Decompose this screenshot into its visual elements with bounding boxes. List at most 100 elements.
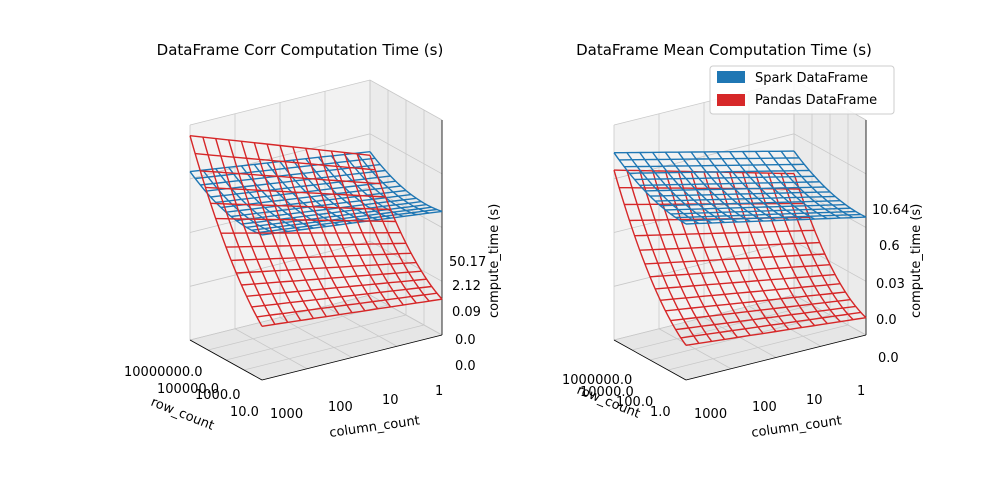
corr-subplot: DataFrame Corr Computation Time (s) 1000… bbox=[124, 41, 502, 441]
corr-chart-title: DataFrame Corr Computation Time (s) bbox=[157, 41, 444, 59]
corr-z-axis-label: compute_time (s) bbox=[487, 204, 502, 318]
grid-line-floor-v bbox=[324, 305, 398, 347]
spark-wire-col bbox=[780, 150, 854, 219]
spark-wire-col bbox=[266, 162, 340, 226]
mean-subplot: DataFrame Mean Computation Time (s) 1000… bbox=[562, 41, 924, 441]
spark-surface bbox=[613, 150, 867, 225]
corr-z-tick-5: 0.0 bbox=[455, 359, 476, 374]
mean-chart-title: DataFrame Mean Computation Time (s) bbox=[576, 41, 872, 59]
legend: Spark DataFrame Pandas DataFrame bbox=[709, 65, 895, 115]
legend-label-spark: Spark DataFrame bbox=[755, 71, 868, 86]
mean-x-tick-3: 100.0 bbox=[616, 395, 653, 410]
spark-wire-col bbox=[677, 151, 751, 223]
pandas-wire-col bbox=[227, 139, 302, 321]
grid-line-floor-v bbox=[279, 317, 353, 358]
pandas-wire-col bbox=[202, 136, 276, 325]
corr-x-tick-4: 10.0 bbox=[230, 405, 259, 420]
mean-axis-ticks: 1000000.0 10000.0 100.0 1.0 1000 100 10 … bbox=[562, 203, 909, 422]
pandas-wire-col bbox=[613, 169, 687, 346]
pandas-wire-col bbox=[729, 172, 803, 328]
pandas-wire-col bbox=[266, 143, 340, 315]
spark-wire-col bbox=[228, 166, 301, 231]
corr-z-tick-2: 2.12 bbox=[452, 279, 481, 294]
corr-y-tick-3: 10 bbox=[382, 393, 399, 408]
corr-y-tick-4: 1 bbox=[435, 384, 443, 399]
pandas-wire-col bbox=[240, 141, 314, 319]
pandas-wire-col bbox=[292, 146, 366, 312]
spark-wire-col bbox=[690, 151, 764, 222]
pandas-wire-col bbox=[253, 142, 327, 317]
legend-label-pandas: Pandas DataFrame bbox=[755, 93, 877, 108]
mean-z-tick-3: 0.03 bbox=[876, 277, 905, 292]
mean-z-axis-label: compute_time (s) bbox=[909, 204, 924, 318]
spark-wire-col bbox=[716, 151, 790, 221]
pandas-wire-col bbox=[343, 152, 417, 304]
mean-x-tick-2: 10000.0 bbox=[580, 385, 634, 400]
corr-x-tick-2: 100000.0 bbox=[157, 382, 219, 397]
spark-wire-col bbox=[613, 152, 687, 225]
corr-z-tick-3: 0.09 bbox=[452, 305, 481, 320]
y-axis-line bbox=[685, 334, 867, 381]
corr-z-tick-4: 0.0 bbox=[455, 333, 476, 348]
spark-wire-col bbox=[343, 154, 417, 216]
grid-line-floor-v bbox=[793, 294, 867, 336]
pandas-wire-col bbox=[754, 172, 828, 325]
corr-x-tick-1: 10000000.0 bbox=[124, 365, 203, 380]
spark-wire-col bbox=[356, 152, 430, 214]
mean-axis-panes bbox=[613, 79, 867, 381]
x-axis-line bbox=[613, 339, 687, 381]
spark-wire-col bbox=[639, 152, 713, 224]
mean-y-tick-2: 100 bbox=[752, 400, 777, 415]
mean-surfaces bbox=[613, 150, 867, 346]
spark-surface bbox=[189, 151, 443, 236]
pandas-wire-col bbox=[305, 148, 379, 310]
legend-box bbox=[709, 65, 895, 115]
mean-x-tick-1: 1000000.0 bbox=[562, 373, 632, 388]
corr-z-tick-1: 50.17 bbox=[449, 255, 486, 270]
pandas-wire-col bbox=[189, 135, 263, 327]
spark-wire-col bbox=[754, 150, 828, 220]
pandas-wire-col bbox=[369, 155, 443, 300]
corr-surfaces bbox=[189, 135, 443, 327]
mean-y-tick-1: 1000 bbox=[694, 407, 727, 422]
spark-wire-col bbox=[652, 151, 725, 224]
pandas-wire-col bbox=[716, 171, 790, 330]
spark-wire-col bbox=[729, 151, 803, 221]
pandas-wire-col bbox=[793, 173, 867, 319]
corr-axis-ticks: 10000000.0 100000.0 1000.0 10.0 1000 100… bbox=[124, 255, 486, 422]
grid-line-floor-v bbox=[748, 305, 822, 347]
corr-y-tick-2: 100 bbox=[328, 400, 353, 415]
grid-line-floor-u bbox=[243, 324, 425, 371]
spark-wire-col bbox=[793, 150, 867, 218]
spark-wire-col bbox=[626, 152, 700, 225]
spark-wire-col bbox=[292, 159, 366, 223]
mean-y-tick-3: 10 bbox=[806, 393, 823, 408]
corr-axis-panes bbox=[189, 79, 443, 381]
mean-z-tick-4: 0.0 bbox=[876, 313, 897, 328]
mean-z-tick-2: 0.6 bbox=[879, 239, 900, 254]
spark-wire-col bbox=[767, 150, 841, 219]
corr-y-axis-label: column_count bbox=[328, 413, 420, 441]
corr-y-tick-1: 1000 bbox=[270, 407, 303, 422]
legend-swatch-spark bbox=[717, 71, 745, 83]
spark-wire-col bbox=[742, 151, 815, 220]
y-axis-line bbox=[261, 334, 443, 381]
pandas-wire-col bbox=[780, 173, 854, 321]
pandas-wire-col bbox=[317, 149, 392, 308]
x-axis-line bbox=[189, 339, 263, 381]
spark-wire-col bbox=[664, 151, 738, 223]
spark-wire-col bbox=[369, 151, 443, 213]
mean-z-tick-1: 10.64 bbox=[872, 203, 909, 218]
spark-wire-col bbox=[215, 168, 288, 233]
mean-y-axis-label: column_count bbox=[750, 413, 842, 441]
mean-z-tick-5: 0.0 bbox=[878, 351, 899, 366]
spark-wire-col bbox=[305, 158, 378, 221]
mean-y-tick-4: 1 bbox=[857, 384, 865, 399]
pandas-surface bbox=[189, 135, 443, 327]
pandas-wire-col bbox=[639, 170, 713, 342]
grid-line-floor-v bbox=[369, 294, 443, 336]
pandas-wire-col bbox=[330, 150, 404, 306]
grid-line-floor-u bbox=[667, 324, 849, 371]
